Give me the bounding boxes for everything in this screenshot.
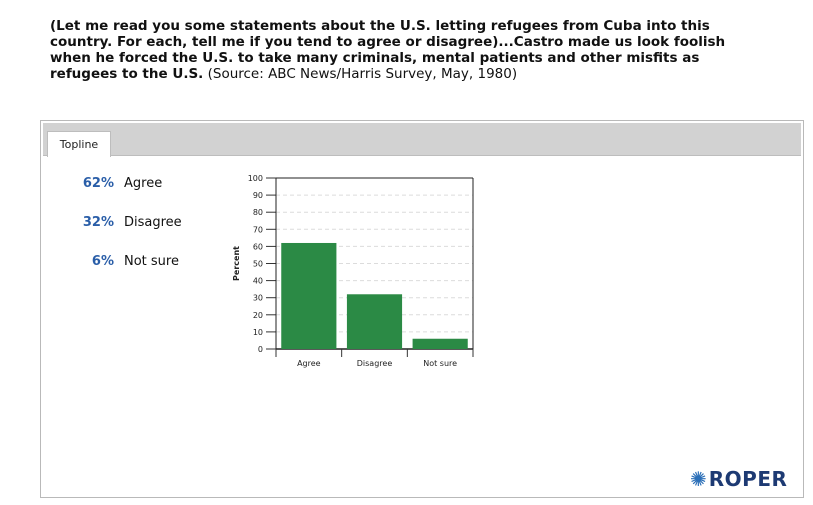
y-tick-label: 30 [253,294,263,303]
result-row: 62% Agree [0,176,220,196]
y-tick-label: 70 [253,225,263,234]
question-statement: (Let me read you some statements about t… [50,18,726,82]
bar [412,338,468,349]
question-text: (Let me read you some statements about t… [50,18,770,82]
y-tick-label: 100 [248,174,263,183]
tab-topline[interactable]: Topline [47,131,111,157]
tab-topline-label: Topline [59,138,99,151]
y-tick-label: 80 [253,208,263,217]
y-tick-label: 0 [258,345,263,354]
y-tick-label: 20 [253,311,263,320]
result-percent: 32% [82,215,114,230]
y-tick-label: 60 [253,242,263,251]
result-row: 6% Not sure [0,254,220,274]
x-tick-label: Disagree [357,359,393,368]
bar [346,294,403,349]
result-percent: 62% [82,176,114,191]
roper-starburst-icon: ✺ [690,467,707,491]
roper-logo-text: ROPER [708,467,788,491]
result-label: Disagree [124,215,182,230]
result-label: Not sure [124,254,179,269]
result-row: 32% Disagree [0,215,220,235]
x-tick-label: Agree [297,359,321,368]
y-tick-label: 50 [253,260,263,269]
y-axis-label: Percent [232,246,241,281]
roper-logo: ✺ ROPER [690,466,787,492]
result-percent: 6% [91,254,114,269]
y-tick-label: 40 [253,277,263,286]
results-panel: Topline [40,120,804,498]
bar-chart: 0 10 20 30 40 50 60 70 80 90 100 Agree Disagree Not s… [232,174,474,368]
y-tick-label: 90 [253,191,263,200]
question-source: (Source: ABC News/Harris Survey, May, 19… [203,66,518,82]
bar [281,242,337,349]
x-tick-label: Not sure [423,359,457,368]
result-label: Agree [124,176,163,191]
tab-bar: Topline [43,123,801,157]
y-tick-label: 10 [253,328,263,337]
